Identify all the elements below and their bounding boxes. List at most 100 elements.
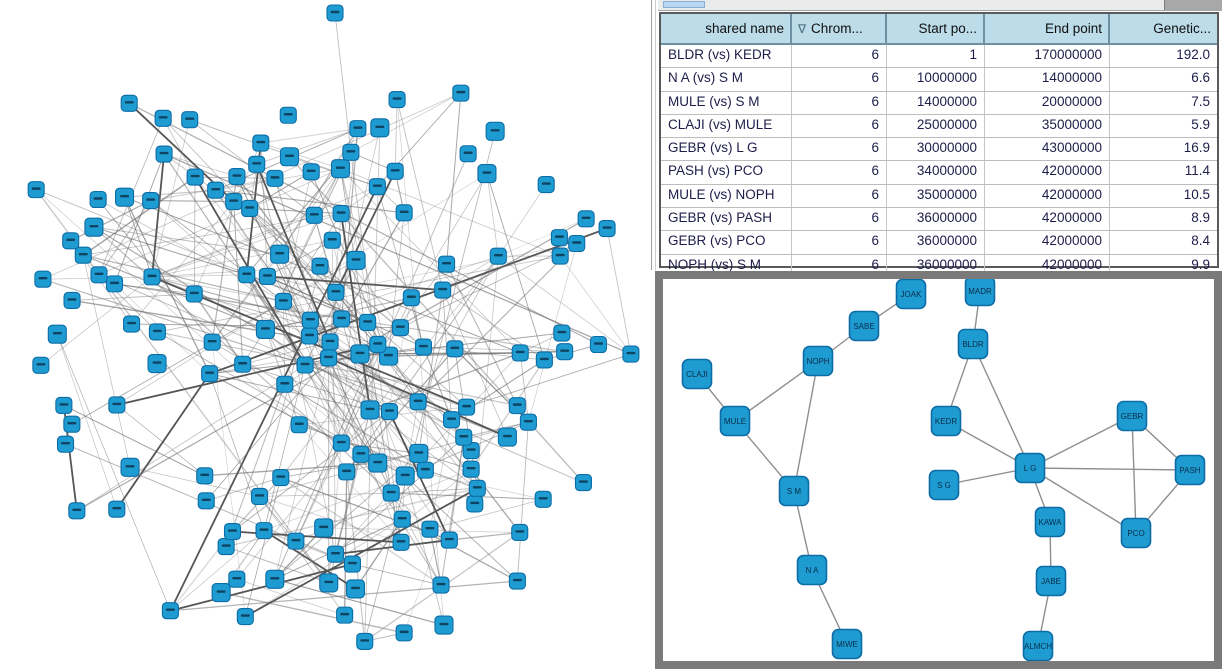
network-node[interactable]: [356, 632, 374, 650]
table-row[interactable]: NOPH (vs) S M 6 36000000 42000000 9.9: [661, 254, 1217, 277]
network-node[interactable]: [350, 344, 370, 364]
network-node[interactable]: [68, 502, 86, 520]
network-node[interactable]: [154, 109, 172, 127]
table-row[interactable]: MULE (vs) S M 6 14000000 20000000 7.5: [661, 91, 1217, 115]
network-node[interactable]: [255, 319, 275, 339]
network-node[interactable]: [63, 415, 81, 433]
network-node[interactable]: [234, 355, 252, 373]
column-header-genetic[interactable]: Genetic...: [1110, 14, 1217, 45]
network-node[interactable]: [143, 268, 161, 286]
network-node[interactable]: [248, 155, 266, 173]
network-node[interactable]: [241, 199, 259, 218]
network-node[interactable]: [326, 545, 345, 563]
network-node[interactable]: [108, 396, 126, 414]
network-node[interactable]: [535, 351, 553, 369]
network-node[interactable]: [321, 333, 339, 351]
table-row[interactable]: N A (vs) S M 6 10000000 14000000 6.6: [661, 68, 1217, 92]
network-node[interactable]: [238, 266, 256, 284]
network-node[interactable]: [446, 340, 464, 358]
network-node[interactable]: [27, 181, 45, 199]
network-node[interactable]: [343, 555, 361, 573]
network-node[interactable]: [142, 192, 160, 210]
network-node[interactable]: [455, 428, 473, 446]
network-node[interactable]: [90, 266, 108, 284]
network-node[interactable]: [370, 118, 390, 138]
network-node[interactable]: [553, 324, 571, 342]
network-node[interactable]: [352, 445, 370, 463]
network-node[interactable]: [181, 111, 199, 129]
subnetwork-node-l-g[interactable]: L G: [1014, 452, 1046, 484]
panel-splitter[interactable]: [650, 0, 658, 270]
network-node[interactable]: [161, 602, 179, 620]
main-network-canvas[interactable]: [0, 0, 652, 669]
network-node[interactable]: [568, 234, 586, 253]
network-node[interactable]: [442, 411, 461, 429]
network-node[interactable]: [338, 463, 356, 481]
network-node[interactable]: [323, 231, 341, 249]
network-node[interactable]: [74, 246, 92, 264]
network-node[interactable]: [392, 533, 410, 551]
network-node[interactable]: [63, 291, 81, 309]
network-node[interactable]: [466, 495, 484, 513]
subnetwork-node-mule[interactable]: MULE: [719, 405, 751, 437]
network-node[interactable]: [228, 570, 246, 588]
network-node[interactable]: [185, 285, 203, 303]
network-node[interactable]: [148, 323, 166, 341]
network-node[interactable]: [147, 353, 167, 374]
network-node[interactable]: [276, 375, 294, 393]
filter-funnel-icon[interactable]: ∇: [798, 21, 807, 36]
network-node[interactable]: [452, 84, 470, 102]
network-node[interactable]: [462, 460, 480, 478]
network-node[interactable]: [359, 313, 377, 331]
network-node[interactable]: [462, 441, 480, 460]
subnetwork-node-s-g[interactable]: S G: [928, 469, 960, 501]
network-node[interactable]: [34, 270, 52, 288]
network-node[interactable]: [302, 163, 320, 181]
network-node[interactable]: [47, 324, 67, 344]
network-node[interactable]: [326, 4, 344, 22]
network-node[interactable]: [332, 434, 350, 452]
network-node[interactable]: [459, 145, 477, 163]
table-row[interactable]: GEBR (vs) PASH 6 36000000 42000000 8.9: [661, 208, 1217, 232]
network-node[interactable]: [409, 443, 429, 463]
network-node[interactable]: [432, 576, 450, 594]
network-node[interactable]: [223, 522, 242, 541]
network-node[interactable]: [458, 398, 476, 416]
network-node[interactable]: [196, 467, 214, 485]
network-node[interactable]: [197, 492, 215, 510]
network-node[interactable]: [272, 468, 290, 487]
network-node[interactable]: [225, 192, 243, 211]
network-node[interactable]: [301, 311, 319, 329]
network-node[interactable]: [434, 281, 452, 299]
network-node[interactable]: [311, 257, 329, 275]
subnetwork-node-gebr[interactable]: GEBR: [1116, 400, 1148, 432]
network-node[interactable]: [255, 522, 273, 540]
network-node[interactable]: [319, 349, 338, 367]
network-node[interactable]: [333, 310, 351, 328]
network-node[interactable]: [388, 90, 406, 109]
network-node[interactable]: [114, 187, 135, 207]
network-node[interactable]: [414, 338, 433, 356]
subnetwork-node-noph[interactable]: NOPH: [802, 345, 834, 377]
network-node[interactable]: [395, 624, 413, 642]
table-row[interactable]: BLDR (vs) KEDR 6 1 170000000 192.0: [661, 45, 1217, 69]
table-horizontal-scrollbar[interactable]: [658, 0, 1222, 11]
column-header-end_point[interactable]: End point: [985, 14, 1110, 45]
network-node[interactable]: [342, 143, 360, 161]
network-node[interactable]: [332, 204, 350, 223]
network-node[interactable]: [589, 335, 607, 354]
network-node[interactable]: [274, 292, 292, 311]
network-node[interactable]: [203, 333, 221, 351]
network-node[interactable]: [485, 121, 505, 141]
network-node[interactable]: [380, 402, 399, 421]
network-node[interactable]: [409, 393, 427, 411]
network-node[interactable]: [551, 247, 569, 265]
network-node[interactable]: [598, 219, 616, 238]
table-row[interactable]: PASH (vs) PCO 6 34000000 42000000 11.4: [661, 161, 1217, 185]
network-node[interactable]: [296, 356, 314, 374]
network-node[interactable]: [391, 319, 409, 337]
network-node[interactable]: [287, 532, 305, 550]
network-node[interactable]: [574, 474, 592, 492]
subnetwork-node-pash[interactable]: PASH: [1174, 454, 1206, 486]
network-node[interactable]: [382, 484, 400, 502]
